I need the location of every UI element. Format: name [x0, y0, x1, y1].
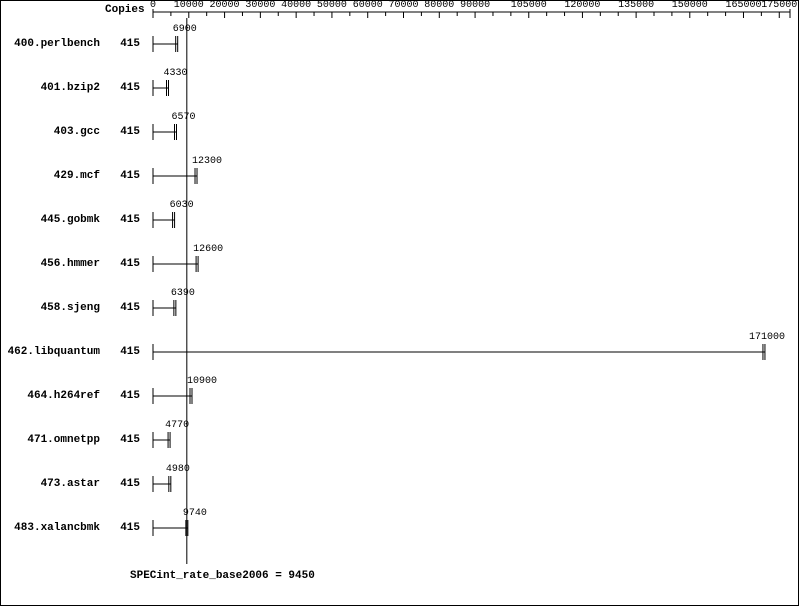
axis-tick-0: 0 [150, 0, 156, 11]
row-copies-3: 415 [120, 170, 140, 182]
row-name-0: 400.perlbench [14, 38, 100, 50]
row-copies-1: 415 [120, 82, 140, 94]
row-name-11: 483.xalancbmk [14, 522, 100, 534]
row-name-4: 445.gobmk [41, 214, 100, 226]
row-copies-11: 415 [120, 522, 140, 534]
copies-header: Copies [105, 4, 145, 16]
row-name-6: 458.sjeng [41, 302, 100, 314]
row-name-9: 471.omnetpp [27, 434, 100, 446]
bar-value-8: 10900 [187, 376, 217, 387]
row-copies-4: 415 [120, 214, 140, 226]
bar-value-2: 6570 [172, 112, 196, 123]
axis-tick-150000: 150000 [672, 0, 708, 11]
axis-tick-10000: 10000 [174, 0, 204, 11]
axis-tick-30000: 30000 [245, 0, 275, 11]
row-name-10: 473.astar [41, 478, 100, 490]
bar-value-5: 12600 [193, 244, 223, 255]
row-copies-10: 415 [120, 478, 140, 490]
bar-value-11: 9740 [183, 508, 207, 519]
row-name-8: 464.h264ref [27, 390, 100, 402]
bar-value-1: 4330 [163, 68, 187, 79]
axis-tick-175000: 175000 [761, 0, 797, 11]
row-copies-7: 415 [120, 346, 140, 358]
row-name-3: 429.mcf [54, 170, 100, 182]
row-copies-6: 415 [120, 302, 140, 314]
row-name-7: 462.libquantum [8, 346, 100, 358]
bar-value-9: 4770 [165, 420, 189, 431]
bar-value-3: 12300 [192, 156, 222, 167]
bar-value-0: 6900 [173, 24, 197, 35]
bar-value-4: 6030 [170, 200, 194, 211]
axis-tick-165000: 165000 [725, 0, 761, 11]
row-copies-9: 415 [120, 434, 140, 446]
axis-tick-20000: 20000 [210, 0, 240, 11]
bar-value-10: 4980 [166, 464, 190, 475]
row-copies-5: 415 [120, 258, 140, 270]
spec-chart: 0 10000 20000 30000 40000 50000 60000 70000 8000… [0, 0, 799, 606]
baseline-label: SPECint_rate_base2006 = 9450 [130, 570, 315, 582]
axis-tick-105000: 105000 [511, 0, 547, 11]
axis-tick-80000: 80000 [424, 0, 454, 11]
axis-tick-90000: 90000 [460, 0, 490, 11]
bar-value-6: 6390 [171, 288, 195, 299]
row-name-1: 401.bzip2 [41, 82, 100, 94]
axis-tick-40000: 40000 [281, 0, 311, 11]
bar-value-7: 171000 [749, 332, 785, 343]
row-copies-8: 415 [120, 390, 140, 402]
row-name-2: 403.gcc [54, 126, 100, 138]
row-copies-2: 415 [120, 126, 140, 138]
axis-tick-135000: 135000 [618, 0, 654, 11]
axis-tick-120000: 120000 [564, 0, 600, 11]
axis-tick-70000: 70000 [388, 0, 418, 11]
axis-tick-60000: 60000 [353, 0, 383, 11]
row-name-5: 456.hmmer [41, 258, 100, 270]
axis-tick-50000: 50000 [317, 0, 347, 11]
row-copies-0: 415 [120, 38, 140, 50]
